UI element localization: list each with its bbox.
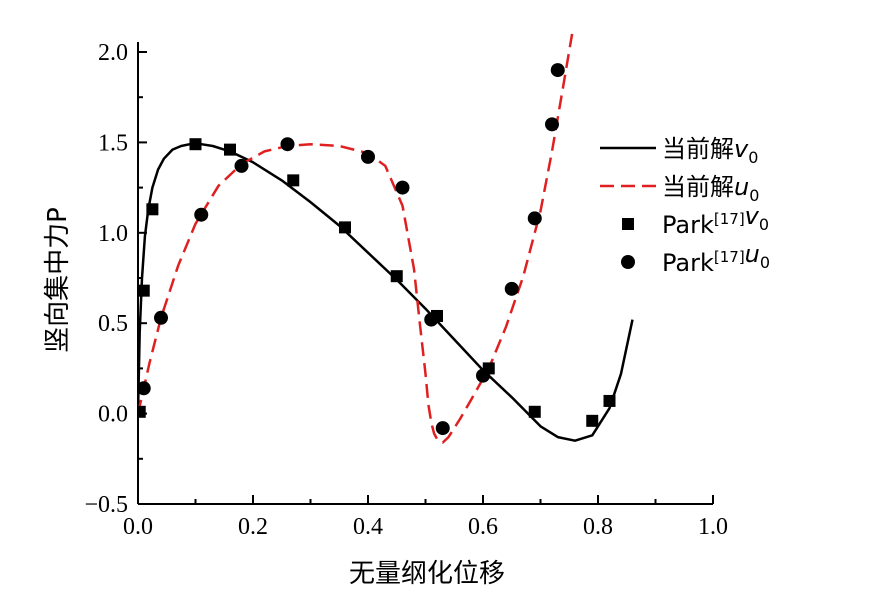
y-tick-label: −0.5 [84, 492, 128, 518]
circle-point [234, 158, 249, 173]
series-layer [138, 33, 634, 444]
x-axis-title: 无量纲化位移 [349, 559, 505, 589]
legend-label: 当前解v0 [662, 135, 758, 167]
circle-point [154, 310, 168, 325]
circle-point [194, 207, 209, 222]
series-line-1 [138, 33, 574, 444]
x-tick-label: 0.4 [353, 514, 383, 540]
square-point [189, 138, 202, 151]
circle-point [138, 381, 151, 396]
legend-label: 当前解u0 [662, 173, 759, 205]
x-tick-label: 0.6 [468, 514, 498, 540]
y-tick-label: 0.0 [98, 402, 128, 428]
square-point [586, 414, 599, 427]
circle-point [424, 312, 439, 327]
series-line-0 [138, 142, 634, 442]
legend-label: Park[17]u0 [662, 240, 770, 277]
square-point [138, 284, 150, 297]
circle-point [435, 421, 450, 436]
square-point [339, 221, 351, 234]
square-point [224, 143, 236, 156]
circle-point [527, 211, 542, 226]
legend-label: Park[17]v0 [662, 202, 769, 239]
circle-point [545, 117, 559, 132]
y-tick-label: 2.0 [98, 40, 128, 66]
square-point [528, 405, 541, 418]
axis-ticks: 0.0 0.2 0.4 0.6 0.8 1.0−0.50.00.51.01.52.0 [84, 40, 728, 540]
circle-point [361, 149, 375, 164]
legend-swatch-square [622, 218, 634, 230]
circle-point [550, 63, 565, 78]
legend-swatch-circle [621, 255, 635, 269]
x-tick-label: 0.8 [583, 514, 613, 540]
y-tick-label: 1.0 [98, 221, 128, 247]
x-tick-label: 0.2 [238, 514, 268, 540]
circle-point [395, 180, 410, 195]
square-point [390, 270, 403, 283]
x-tick-label: 0.0 [123, 514, 153, 540]
circle-point [280, 137, 295, 152]
plot-frame [137, 42, 713, 505]
square-point [146, 203, 159, 216]
y-axis-title: 竖向集中力P [43, 207, 73, 353]
square-point [138, 405, 146, 418]
square-point [603, 394, 616, 407]
square-point [287, 174, 300, 187]
circle-point [504, 281, 519, 296]
circle-point [476, 368, 490, 383]
y-tick-label: 0.5 [98, 311, 128, 337]
y-tick-label: 1.5 [98, 130, 128, 156]
x-tick-label: 1.0 [698, 514, 728, 540]
